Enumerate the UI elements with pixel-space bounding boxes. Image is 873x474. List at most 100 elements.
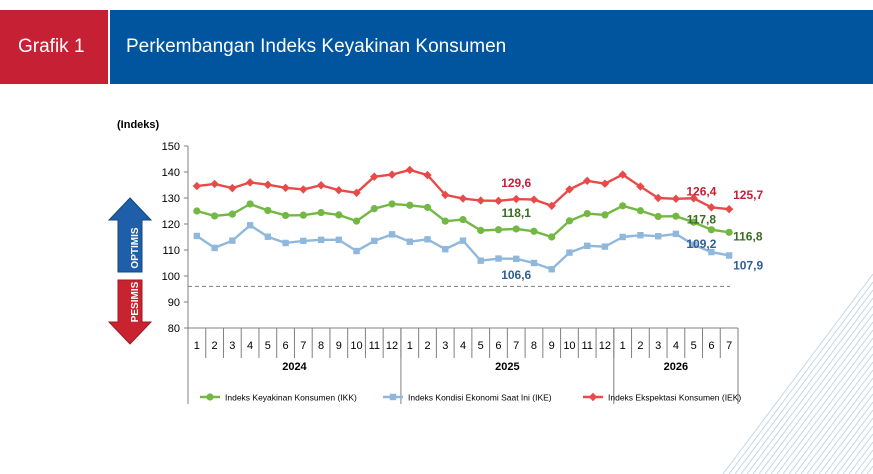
decorative-stripe xyxy=(866,465,873,474)
data-point-ike xyxy=(282,239,289,247)
y-tick-label: 140 xyxy=(162,167,180,179)
data-point-iek xyxy=(458,194,468,203)
data-point-iek xyxy=(334,186,344,195)
data-point-iek xyxy=(387,170,397,179)
series-line-iek xyxy=(196,168,730,211)
data-point-ikk xyxy=(583,210,591,218)
data-point-iek xyxy=(618,170,627,179)
data-point-ike xyxy=(335,236,343,244)
legend-marker-iek xyxy=(588,392,598,402)
data-label: 129,6 xyxy=(501,176,531,190)
data-point-ike xyxy=(388,231,396,238)
decorative-stripe xyxy=(806,385,873,474)
data-point-iek xyxy=(476,196,485,205)
data-point-ikk xyxy=(494,226,503,234)
x-tick-label: 9 xyxy=(336,340,342,352)
data-point-iek xyxy=(316,181,326,190)
decorative-stripes xyxy=(722,273,873,474)
data-point-iek xyxy=(636,182,645,191)
data-point-ike xyxy=(264,233,272,240)
data-point-iek xyxy=(689,194,698,203)
y-tick-label: 90 xyxy=(168,297,180,309)
data-point-ike xyxy=(371,237,378,245)
data-point-iek xyxy=(441,190,450,200)
x-tick-label: 7 xyxy=(300,340,306,352)
x-tick-label: 1 xyxy=(407,340,413,352)
data-point-ike xyxy=(300,237,307,245)
data-point-ike xyxy=(637,231,644,239)
legend-label-ike: Indeks Kondisi Ekonomi Saat Ini (IKE) xyxy=(408,393,552,403)
x-tick-label: 3 xyxy=(442,340,448,352)
data-point-ike xyxy=(211,244,218,252)
data-point-iek xyxy=(565,185,574,194)
data-point-ike xyxy=(690,241,697,248)
data-point-ikk xyxy=(690,218,698,226)
data-point-iek xyxy=(724,204,734,214)
x-tick-label: 9 xyxy=(549,340,555,352)
x-tick-label: 11 xyxy=(369,340,380,352)
decorative-stripe xyxy=(842,433,873,474)
data-point-ike xyxy=(442,246,449,253)
data-point-ikk xyxy=(406,201,414,209)
y-tick-label: 150 xyxy=(162,141,180,153)
y-tick-label: 80 xyxy=(168,323,180,335)
data-point-ikk xyxy=(317,208,325,217)
decorative-stripe xyxy=(764,329,873,474)
data-point-ike xyxy=(548,266,555,273)
figure-tag: Grafik 1 xyxy=(0,10,108,84)
data-point-ikk xyxy=(672,212,680,220)
data-point-ikk xyxy=(636,207,645,215)
x-tick-label: 8 xyxy=(318,340,324,352)
data-point-iek xyxy=(494,196,503,206)
data-point-iek xyxy=(582,176,592,186)
data-point-ike xyxy=(601,243,609,250)
data-point-ikk xyxy=(299,211,307,219)
data-point-ike xyxy=(672,230,680,238)
decorative-stripe xyxy=(854,449,873,474)
data-point-iek xyxy=(671,194,681,203)
data-point-ikk xyxy=(246,200,254,208)
decorative-stripe xyxy=(776,345,873,474)
data-point-ike xyxy=(583,242,591,250)
pesimis-arrow xyxy=(107,279,153,345)
data-label: 107,9 xyxy=(733,258,763,272)
page-title: Perkembangan Indeks Keyakinan Konsumen xyxy=(110,10,873,84)
data-point-iek xyxy=(529,195,539,204)
decorative-stripe xyxy=(800,377,873,474)
decorative-stripe xyxy=(794,369,873,474)
legend-marker-ike xyxy=(389,393,397,401)
data-point-ike xyxy=(317,236,325,244)
header-banner: Grafik 1 Perkembangan Indeks Keyakinan K… xyxy=(0,10,873,84)
decorative-stripe xyxy=(740,297,873,474)
decorative-stripe xyxy=(860,457,873,474)
data-point-iek xyxy=(653,193,663,203)
decorative-stripe xyxy=(746,305,873,474)
x-tick-label: 2 xyxy=(637,340,643,352)
data-point-iek xyxy=(405,165,414,175)
data-point-iek xyxy=(547,201,556,210)
data-point-ike xyxy=(530,259,538,267)
decorative-stripe xyxy=(836,425,873,474)
data-point-iek xyxy=(245,178,255,187)
data-point-iek xyxy=(263,180,273,189)
x-tick-label: 1 xyxy=(620,340,626,352)
x-tick-label: 3 xyxy=(229,340,235,352)
data-point-ikk xyxy=(423,203,432,211)
y-tick-label: 130 xyxy=(162,193,180,205)
optimis-label: OPTIMIS xyxy=(130,227,141,268)
data-label: 106,6 xyxy=(501,268,531,282)
x-tick-label: 10 xyxy=(350,340,362,352)
decorative-stripe xyxy=(788,361,873,474)
y-axis-label: (Indeks) xyxy=(117,119,160,131)
data-point-ike xyxy=(654,233,662,240)
data-point-ike xyxy=(495,255,502,262)
x-tick-label: 7 xyxy=(726,340,732,352)
x-tick-label: 10 xyxy=(563,340,575,352)
data-label: 117,8 xyxy=(687,213,717,227)
data-point-ikk xyxy=(211,212,219,220)
data-point-iek xyxy=(210,179,219,189)
decorative-stripe xyxy=(758,321,873,474)
data-point-ike xyxy=(193,232,201,240)
decorative-stripe xyxy=(812,393,873,474)
